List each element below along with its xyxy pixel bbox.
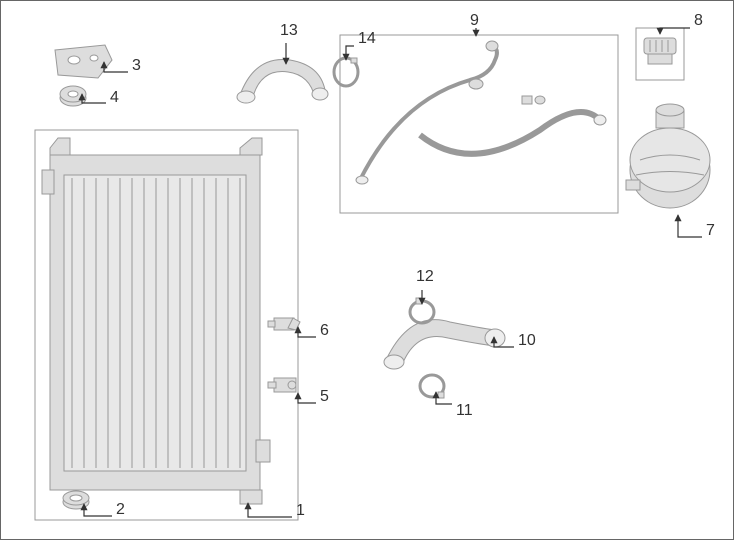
clamp-lower-icon [420,375,444,398]
diagram-svg [0,0,734,540]
callout-7: 7 [706,222,715,240]
hose-assembly-icon [356,41,606,184]
callout-10: 10 [518,332,536,350]
callout-2: 2 [116,501,125,519]
callout-6: 6 [320,322,329,340]
radiator-icon [42,138,270,504]
callout-5: 5 [320,388,329,406]
upper-clamp-icon [334,58,358,86]
coolant-reservoir-icon [626,104,710,208]
upper-sensor-icon [268,318,300,330]
callout-8: 8 [694,12,703,30]
callout-14: 14 [358,30,376,48]
callout-4: 4 [110,89,119,107]
callout-3: 3 [132,57,141,75]
callout-13: 13 [280,22,298,40]
callout-9: 9 [470,12,479,30]
diagram-stage: 1 2 3 4 5 6 7 8 9 10 11 12 13 14 [0,0,734,540]
lower-hose-icon [384,320,505,369]
callout-11: 11 [456,402,473,420]
drain-plug-icon [63,491,89,509]
upper-bracket-icon [55,45,112,78]
lower-sensor-icon [268,378,296,392]
upper-hose-icon [237,59,328,103]
callout-1: 1 [296,502,305,520]
hose-assy-frame [340,35,618,213]
callout-12: 12 [416,268,434,286]
reservoir-cap-icon [644,38,676,64]
